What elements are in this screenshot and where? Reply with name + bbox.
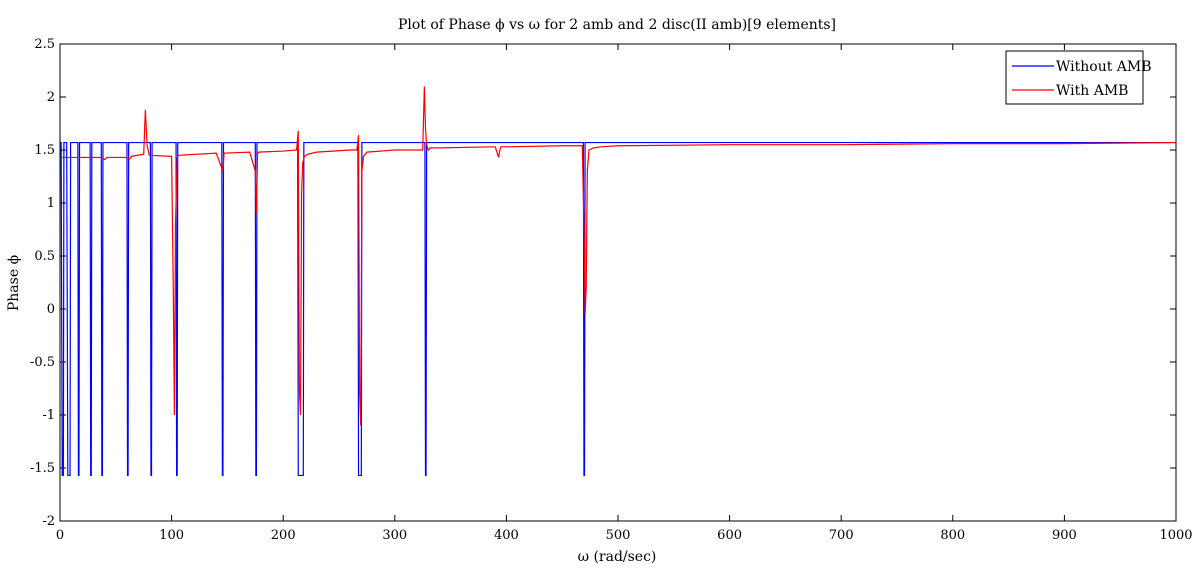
x-tick-label: 300 [382,528,407,543]
x-tick-label: 700 [829,528,854,543]
x-tick-label: 100 [159,528,184,543]
axis-ticks: 0 100 200 300 400 500 600 700 800 900 1000 -2 -1.5 -1… [30,37,1193,543]
plot-area [60,44,1176,521]
x-tick-label: 400 [494,528,519,543]
y-tick-label: 0 [47,302,55,317]
y-tick-label: 0.5 [34,249,55,264]
chart-title: Plot of Phase ϕ vs ω for 2 amb and 2 dis… [398,17,836,33]
plot-frame [59,43,1177,522]
legend: Without AMB With AMB [1005,50,1152,105]
y-axis-label: Phase ϕ [6,255,22,311]
legend-label: With AMB [1056,83,1128,99]
series-lines [60,86,1177,477]
series-line-with-amb [60,86,1177,426]
series-line-without-amb [60,141,1176,477]
x-tick-label: 500 [606,528,631,543]
y-tick-label: 1 [47,196,55,211]
y-tick-label: -2 [42,514,55,529]
x-tick-label: 900 [1052,528,1077,543]
x-tick-label: 800 [940,528,965,543]
y-tick-label: 2 [47,90,55,105]
legend-label: Without AMB [1056,59,1152,75]
legend-box [1005,50,1144,105]
y-tick-label: -0.5 [30,355,55,370]
y-tick-label: -1 [42,408,55,423]
x-tick-label: 0 [56,528,64,543]
x-tick-label: 200 [271,528,296,543]
x-tick-label: 1000 [1159,528,1192,543]
x-axis-label: ω (rad/sec) [578,549,657,565]
y-tick-label: 1.5 [34,143,55,158]
y-tick-label: -1.5 [30,461,55,476]
y-tick-label: 2.5 [34,37,55,52]
x-tick-label: 600 [717,528,742,543]
